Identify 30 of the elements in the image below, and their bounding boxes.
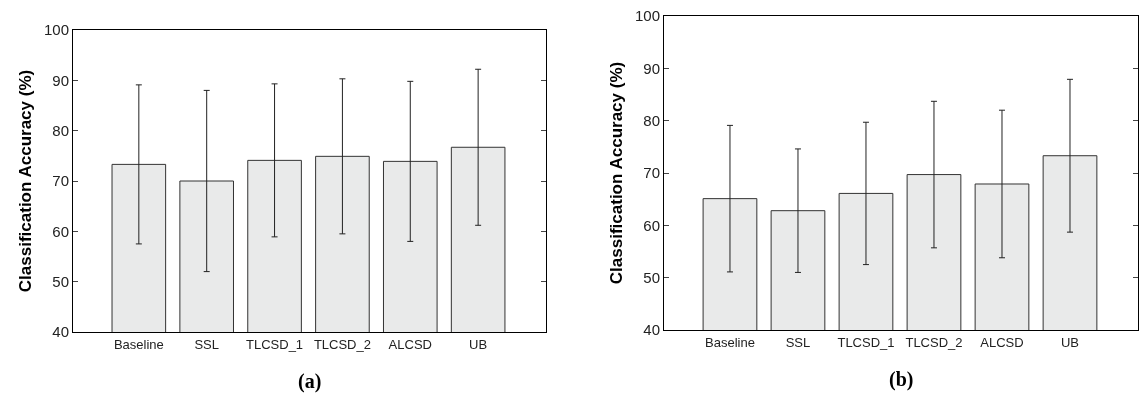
x-tick-label: SSL [785,334,811,350]
x-tick-label: TLCSD_1 [837,334,895,350]
y-tick-label: 50 [643,268,660,286]
y-tick-label: 80 [643,111,660,129]
y-tick-label: 40 [52,323,69,341]
y-tick-label: 50 [52,272,69,290]
x-tick-label: Baseline [113,336,164,352]
y-tick-label: 60 [52,222,69,240]
x-tick-label: TLCSD_2 [905,334,963,350]
y-tick-label: 70 [52,172,69,190]
x-tick-label: UB [469,336,488,352]
text: (a) [298,370,322,393]
x-tick-label: ALCSD [980,334,1024,350]
x-tick-label: Baseline [705,334,755,350]
y-tick-label: 60 [643,216,660,234]
x-tick-label: ALCSD [388,336,432,352]
y-axis-title: Classification Accuracy (%) [606,61,626,285]
y-tick-label: 90 [52,71,69,89]
y-tick-label: 80 [52,121,69,139]
text: (b) [889,368,914,391]
y-tick-label: 70 [643,164,660,182]
y-tick-label: 40 [643,321,660,339]
x-tick-label: TLCSD_2 [313,336,371,352]
y-tick-label: 100 [43,21,69,39]
x-tick-label: UB [1060,334,1080,350]
x-tick-label: SSL [194,336,219,352]
x-tick-label: TLCSD_1 [246,336,304,352]
y-axis-title: Classification Accuracy (%) [15,69,35,293]
y-tick-label: 100 [634,7,660,25]
y-tick-label: 90 [643,59,660,77]
